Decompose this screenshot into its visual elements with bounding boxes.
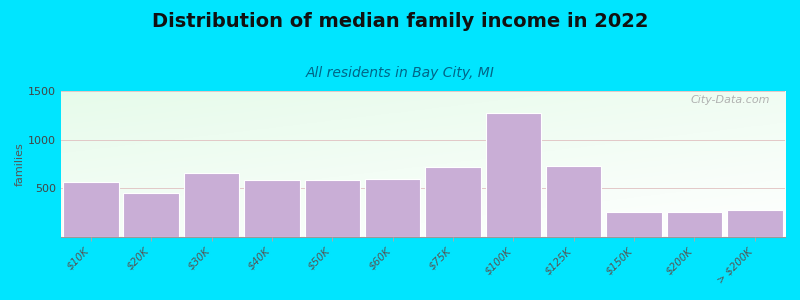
Bar	[426, 167, 481, 237]
Bar	[305, 179, 360, 237]
Bar	[666, 212, 722, 237]
Bar	[486, 113, 541, 237]
Text: All residents in Bay City, MI: All residents in Bay City, MI	[306, 66, 494, 80]
Bar	[123, 193, 179, 237]
Bar	[606, 212, 662, 237]
Y-axis label: families: families	[15, 142, 25, 186]
Bar	[546, 166, 602, 237]
Bar	[727, 210, 782, 237]
Bar	[184, 173, 239, 237]
Bar	[365, 178, 421, 237]
Text: Distribution of median family income in 2022: Distribution of median family income in …	[152, 12, 648, 31]
Bar	[63, 182, 118, 237]
Text: City-Data.com: City-Data.com	[691, 95, 770, 105]
Bar	[244, 179, 300, 237]
